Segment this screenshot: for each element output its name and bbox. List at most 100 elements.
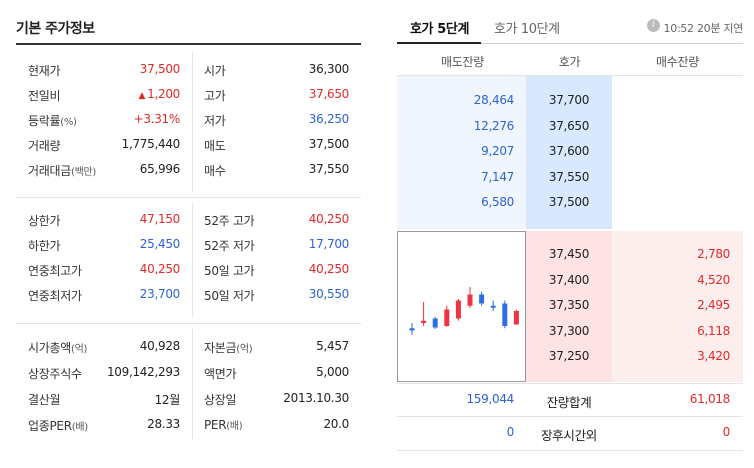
- info-icon[interactable]: i: [647, 19, 660, 32]
- info-label: 업종PER(배): [28, 417, 88, 434]
- sell-price-area: [526, 76, 612, 229]
- info-label: 결산월: [28, 391, 61, 408]
- buy-qty: 3,420: [697, 349, 730, 363]
- info-label: 현재가: [28, 62, 61, 79]
- sell-price[interactable]: 37,650: [548, 118, 590, 133]
- info-value: 37,500: [308, 137, 350, 151]
- info-value-text: 40,250: [139, 262, 181, 276]
- info-label-text: PER: [204, 418, 227, 432]
- info-value-text: 37,500: [139, 62, 181, 76]
- buy-price[interactable]: 37,250: [548, 349, 590, 363]
- after-hours-buy-qty: 0: [722, 425, 731, 439]
- info-label: 시가: [204, 62, 226, 79]
- info-label: 상장주식수: [28, 365, 82, 382]
- info-value-text: 47,150: [139, 212, 181, 226]
- info-row: 시가총액(억) 40,928 자본금(억) 5,457: [16, 335, 361, 359]
- info-value: 20.0: [323, 417, 349, 431]
- info-value-text: 23,700: [139, 287, 181, 301]
- info-label: 매도: [204, 137, 226, 154]
- sell-price[interactable]: 37,600: [548, 144, 590, 158]
- info-label: 자본금(억): [204, 339, 253, 356]
- info-label: 전일비: [28, 87, 61, 104]
- info-value: 37,500: [139, 62, 181, 76]
- header-buy-qty: 매수잔량: [656, 55, 699, 69]
- info-label-text: 현재가: [28, 64, 61, 78]
- candle-body: [455, 300, 461, 319]
- info-value: 37,550: [308, 162, 350, 176]
- column-divider: [192, 329, 193, 439]
- info-row: 등락률(%) +3.31% 저가 36,250: [16, 108, 361, 132]
- info-value: 40,250: [139, 262, 181, 276]
- info-label-text: 저가: [204, 114, 226, 128]
- info-row: 거래대금(백만) 65,996 매수 37,550: [16, 158, 361, 182]
- candle-body: [490, 305, 496, 308]
- header-divider: [397, 75, 743, 76]
- info-label-text: 자본금: [204, 341, 237, 355]
- info-row: 결산월 12월 상장일 2013.10.30: [16, 387, 361, 411]
- info-value-text: 65,996: [139, 162, 181, 176]
- after-hours-row: 0 장후시간외 0: [397, 419, 743, 447]
- info-label-text: 등락률: [28, 114, 61, 128]
- total-sell-qty: 159,044: [466, 392, 514, 406]
- unit-suffix: (억): [70, 344, 88, 355]
- info-value: 36,250: [308, 112, 350, 126]
- info-label: 액면가: [204, 365, 237, 382]
- info-label: 연중최고가: [28, 262, 82, 279]
- info-value-text: 1,200: [147, 87, 180, 101]
- after-hours-sell-qty: 0: [506, 425, 515, 439]
- candle-body: [432, 318, 438, 328]
- info-value: 2013.10.30: [283, 391, 349, 405]
- header-sell-qty: 매도잔량: [441, 55, 484, 69]
- info-label-text: 상장일: [204, 393, 237, 407]
- candle-body: [421, 320, 427, 323]
- sell-price[interactable]: 37,700: [548, 93, 590, 107]
- info-value: ▲ 1,200: [138, 87, 181, 101]
- total-label: 잔량합계: [546, 395, 592, 410]
- candle-body: [444, 309, 450, 326]
- sell-price[interactable]: 37,550: [548, 169, 590, 184]
- after-hours-label: 장후시간외: [540, 428, 597, 443]
- buy-price[interactable]: 37,350: [548, 298, 590, 312]
- info-row: 상장주식수 109,142,293 액면가 5,000: [16, 361, 361, 385]
- sell-qty: 9,207: [481, 144, 514, 158]
- up-arrow-icon: ▲: [138, 91, 146, 101]
- unit-suffix: (%): [60, 117, 77, 128]
- buy-price-area: [526, 231, 612, 382]
- buy-price[interactable]: 37,450: [548, 247, 590, 261]
- buy-price[interactable]: 37,300: [548, 323, 590, 338]
- divider: [397, 383, 743, 384]
- divider: [397, 416, 743, 417]
- info-value: +3.31%: [134, 112, 181, 126]
- sell-qty: 6,580: [481, 195, 514, 209]
- active-tab-indicator: [397, 42, 481, 44]
- info-value: 65,996: [139, 162, 181, 176]
- unit-suffix: (배): [71, 422, 88, 433]
- info-value: 109,142,293: [107, 365, 180, 379]
- info-label: 등락률(%): [28, 112, 77, 129]
- unit-suffix: (백만): [70, 167, 96, 178]
- info-label-text: 하한가: [28, 239, 61, 253]
- mini-candlestick-chart[interactable]: [397, 231, 526, 382]
- candle-body: [409, 328, 415, 331]
- delay-time: 10:52 20분 지연: [663, 22, 744, 35]
- info-label: PER(배): [204, 417, 243, 432]
- info-value: 25,450: [140, 237, 181, 251]
- orderbook-panel: 호가 5단계 호가 10단계 i 10:52 20분 지연 매도잔량 호가 매수…: [397, 0, 743, 468]
- info-row: 업종PER(배) 28.33 PER(배) 20.0: [16, 413, 361, 437]
- info-value-text: 40,928: [139, 339, 181, 353]
- buy-price[interactable]: 37,400: [548, 272, 590, 287]
- info-label: 거래대금(백만): [28, 162, 96, 179]
- sell-price[interactable]: 37,500: [548, 195, 590, 209]
- tab-5-level[interactable]: 호가 5단계: [410, 22, 470, 37]
- buy-qty: 6,118: [697, 323, 730, 338]
- info-label-text: 연중최저가: [28, 289, 82, 303]
- tab-10-level[interactable]: 호가 10단계: [494, 22, 560, 37]
- info-value: 30,550: [308, 287, 350, 301]
- sell-qty: 28,464: [473, 93, 515, 107]
- info-label: 52주 저가: [204, 237, 255, 254]
- candle-body: [479, 294, 485, 304]
- info-row: 전일비 ▲ 1,200 고가 37,650: [16, 83, 361, 107]
- total-remaining-row: 159,044 잔량합계 61,018: [397, 386, 743, 414]
- candle-body: [513, 311, 519, 325]
- info-label: 50일 고가: [204, 262, 255, 279]
